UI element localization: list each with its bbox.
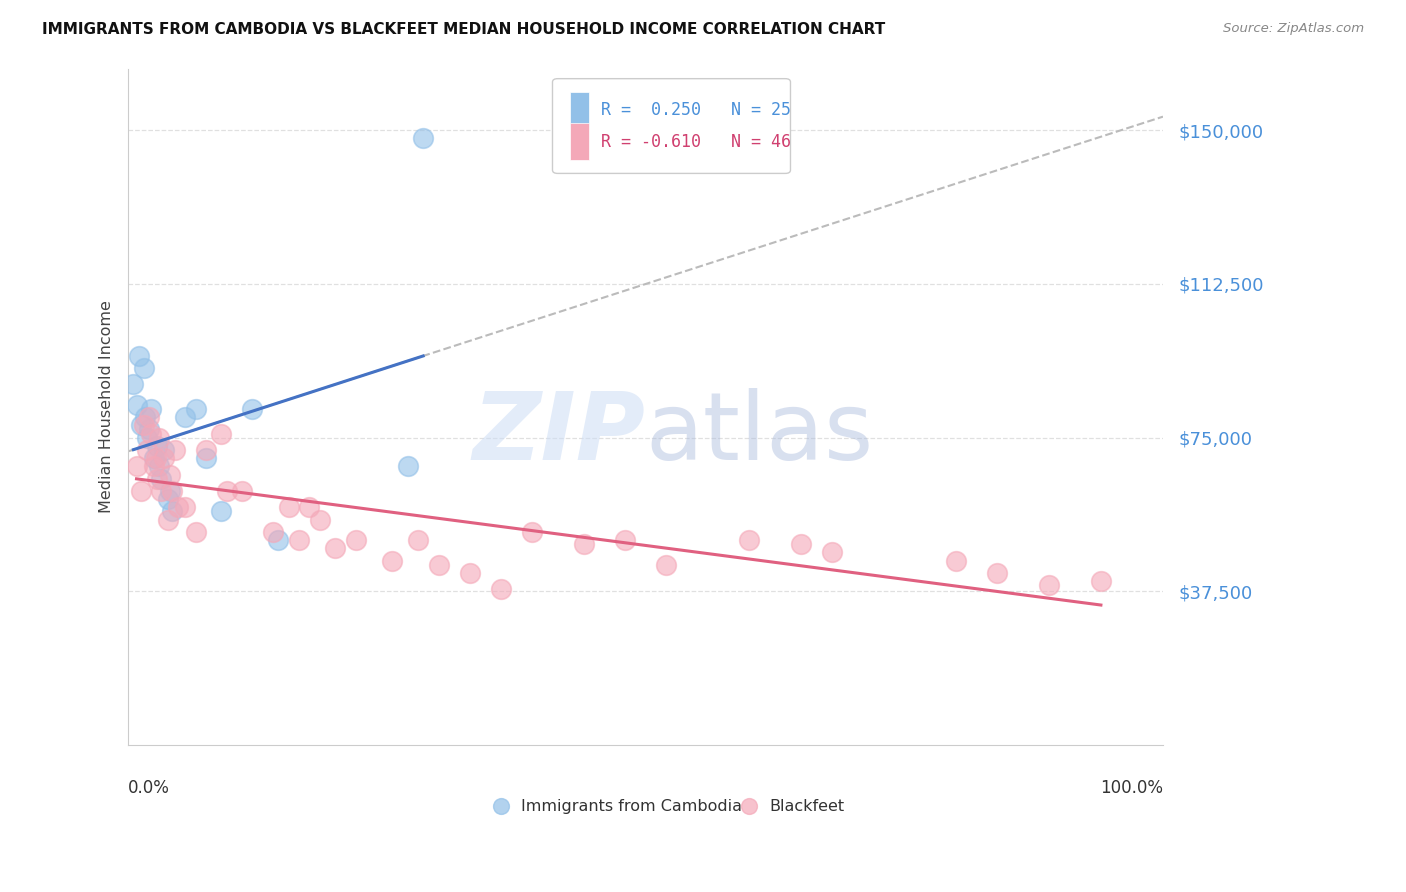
Text: atlas: atlas [645,388,875,480]
Point [139,426,162,441]
Point [194,451,217,466]
Text: Immigrants from Cambodia: Immigrants from Cambodia [522,798,742,814]
Point [288,533,311,548]
Text: 100.0%: 100.0% [1099,779,1163,797]
Point [146,472,169,486]
Point [122,377,145,392]
Text: 0.0%: 0.0% [128,779,170,797]
Point [159,467,181,482]
Point [148,431,170,445]
Text: IMMIGRANTS FROM CAMBODIA VS BLACKFEET MEDIAN HOUSEHOLD INCOME CORRELATION CHART: IMMIGRANTS FROM CAMBODIA VS BLACKFEET ME… [42,22,886,37]
Point [150,483,173,498]
Point [138,422,160,436]
Point [125,398,148,412]
Point [655,558,678,572]
Point [125,459,148,474]
Point [132,360,155,375]
Text: ZIP: ZIP [472,388,645,480]
Point [821,545,844,559]
Point [262,524,284,539]
Point [344,533,367,548]
Point [520,524,543,539]
Point [231,483,253,498]
Point [156,513,179,527]
Point [308,513,330,527]
Point [209,504,232,518]
Point [396,459,419,474]
Point [139,401,162,416]
Point [572,537,595,551]
Point [267,533,290,548]
Point [738,533,761,548]
Point [143,459,166,474]
Point [160,483,183,498]
Point [242,401,264,416]
Point [184,401,207,416]
Point [298,500,321,515]
Point [156,492,179,507]
Point [159,483,181,498]
Point [167,500,190,515]
Point [194,442,217,457]
Point [134,410,156,425]
Point [138,410,160,425]
Point [132,418,155,433]
Point [613,533,636,548]
Point [945,554,967,568]
Point [129,418,152,433]
Point [458,566,481,580]
Point [277,500,299,515]
FancyBboxPatch shape [553,78,790,173]
Point [160,504,183,518]
Point [174,410,197,425]
Bar [569,92,589,129]
Point [489,738,512,752]
Point [790,537,813,551]
Point [738,738,761,752]
Point [489,582,512,597]
Point [1038,578,1060,592]
Point [406,533,429,548]
Point [135,442,157,457]
Bar [569,123,589,161]
Point [129,483,152,498]
Point [215,483,238,498]
Point [148,459,170,474]
Text: R = -0.610   N = 46: R = -0.610 N = 46 [602,133,792,151]
Point [1090,574,1112,589]
Point [143,451,166,466]
Point [412,131,434,145]
Point [986,566,1008,580]
Point [150,472,173,486]
Point [146,439,169,453]
Point [135,431,157,445]
Point [323,541,346,556]
Point [381,554,404,568]
Point [174,500,197,515]
Point [163,442,186,457]
Y-axis label: Median Household Income: Median Household Income [100,301,114,513]
Point [128,349,150,363]
Text: R =  0.250   N = 25: R = 0.250 N = 25 [602,102,792,120]
Text: Source: ZipAtlas.com: Source: ZipAtlas.com [1223,22,1364,36]
Point [184,524,207,539]
Point [427,558,450,572]
Point [209,426,232,441]
Point [145,451,167,466]
Text: Blackfeet: Blackfeet [770,798,845,814]
Point [153,442,176,457]
Point [153,451,176,466]
